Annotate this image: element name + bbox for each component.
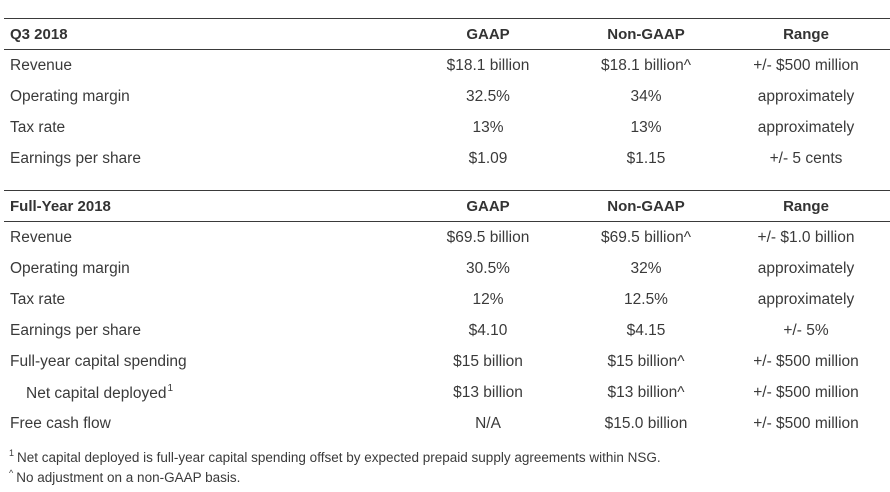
range-value: +/- $500 million [753,414,859,432]
range-value: +/- $1.0 billion [757,228,855,246]
col-non-gaap: Non-GAAP [607,197,685,215]
non-gaap-value: 34% [630,87,662,105]
col-non-gaap: Non-GAAP [607,25,685,43]
col-gaap: GAAP [466,197,510,215]
non-gaap-value: $1.15 [626,149,666,167]
non-gaap-value: 12.5% [624,290,668,308]
full-year-2018-table: Full-Year 2018 GAAP Non-GAAP Range Reven… [4,190,890,439]
non-gaap-value: 32% [630,259,662,277]
q3-2018-table: Q3 2018 GAAP Non-GAAP Range Revenue $18.… [4,18,890,174]
col-gaap: GAAP [466,25,510,43]
range-value: approximately [757,259,855,277]
non-gaap-value: $69.5 billion^ [600,228,691,246]
row-label: Full-year capital spending [10,352,187,370]
section-title: Q3 2018 [10,25,68,43]
table-row: Earnings per share $1.09 $1.15 +/- 5 cen… [4,143,890,174]
row-label: Revenue [10,228,73,246]
range-value: +/- 5% [783,321,829,339]
table-row: Revenue $69.5 billion $69.5 billion^ +/-… [4,222,890,253]
gaap-value: $1.09 [468,149,508,167]
non-gaap-value: $15.0 billion [604,414,688,432]
gaap-value: N/A [475,414,501,432]
row-label: Operating margin [10,259,130,277]
non-gaap-value: $4.15 [626,321,666,339]
table-header: Q3 2018 GAAP Non-GAAP Range [4,18,890,50]
col-range: Range [783,197,829,215]
footnote-marker: ^ [9,468,14,478]
gaap-value: $69.5 billion [446,228,530,246]
table-row: Free cash flow N/A $15.0 billion +/- $50… [4,408,890,439]
table-row: Operating margin 32.5% 34% approximately [4,81,890,112]
row-label: Net capital deployed [26,384,167,402]
row-label: Tax rate [10,290,66,308]
gaap-value: $13 billion [453,383,523,401]
row-label: Free cash flow [10,414,111,432]
gaap-value: 12% [472,290,504,308]
non-gaap-value: $13 billion^ [607,383,685,401]
table-row: Tax rate 13% 13% approximately [4,112,890,143]
table-row: Earnings per share $4.10 $4.15 +/- 5% [4,315,890,346]
gaap-value: 32.5% [466,87,510,105]
gaap-value: $18.1 billion [446,56,530,74]
footnote-1: 1 Net capital deployed is full-year capit… [8,448,661,465]
gaap-value: 30.5% [466,259,510,277]
row-label: Earnings per share [10,149,141,167]
gaap-value: $15 billion [453,352,523,370]
table-header: Full-Year 2018 GAAP Non-GAAP Range [4,190,890,222]
table-row: Operating margin 30.5% 32% approximately [4,253,890,284]
footnote-text: No adjustment on a non-GAAP basis. [16,470,241,485]
range-value: approximately [757,118,855,136]
table-row: Full-year capital spending $15 billion $… [4,346,890,377]
section-title: Full-Year 2018 [10,197,111,215]
footnote-marker: 1 [9,448,15,458]
row-label: Operating margin [10,87,130,105]
table-row: Revenue $18.1 billion $18.1 billion^ +/-… [4,50,890,81]
table-row: Net capital deployed1 $13 billion $13 bi… [4,377,890,408]
non-gaap-value: $18.1 billion^ [600,56,691,74]
table-row: Tax rate 12% 12.5% approximately [4,284,890,315]
range-value: +/- $500 million [753,352,859,370]
row-label-net-capital: Net capital deployed1 [4,383,410,403]
gaap-value: 13% [472,118,504,136]
range-value: +/- $500 million [753,383,859,401]
row-label: Revenue [10,56,73,74]
footnote-text: Net capital deployed is full-year capita… [17,450,661,465]
non-gaap-value: $15 billion^ [607,352,685,370]
non-gaap-value: 13% [630,118,662,136]
footnote-marker: 1 [167,382,174,394]
range-value: approximately [757,290,855,308]
range-value: approximately [757,87,855,105]
range-value: +/- 5 cents [769,149,843,167]
footnote-2: ^ No adjustment on a non-GAAP basis. [8,468,240,485]
range-value: +/- $500 million [753,56,859,74]
row-label: Earnings per share [10,321,141,339]
col-range: Range [783,25,829,43]
gaap-value: $4.10 [468,321,508,339]
row-label: Tax rate [10,118,66,136]
